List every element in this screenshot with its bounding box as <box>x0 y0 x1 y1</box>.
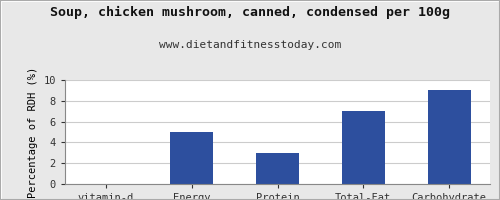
Bar <box>342 111 385 184</box>
Text: www.dietandfitnesstoday.com: www.dietandfitnesstoday.com <box>159 40 341 50</box>
Text: Soup, chicken mushroom, canned, condensed per 100g: Soup, chicken mushroom, canned, condense… <box>50 6 450 19</box>
Y-axis label: Percentage of RDH (%): Percentage of RDH (%) <box>28 66 38 198</box>
Bar <box>256 153 299 184</box>
Bar <box>428 90 470 184</box>
Bar <box>170 132 213 184</box>
